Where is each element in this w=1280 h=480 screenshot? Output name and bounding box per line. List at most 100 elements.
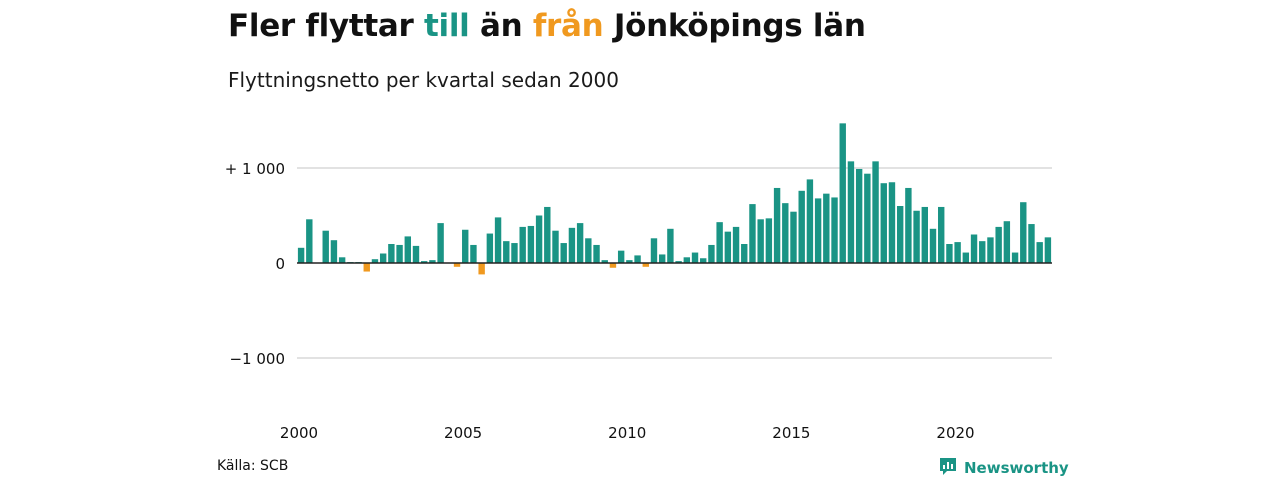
chart-subtitle: Flyttningsnetto per kvartal sedan 2000 bbox=[228, 68, 619, 92]
bar bbox=[576, 223, 584, 263]
y-tick-label: + 1 000 bbox=[225, 160, 285, 178]
bar bbox=[421, 261, 428, 263]
bar bbox=[724, 231, 732, 263]
title-highlight-fran: från bbox=[532, 8, 604, 44]
bar bbox=[404, 236, 411, 263]
x-tick-label: 2005 bbox=[444, 424, 482, 442]
bar bbox=[1020, 202, 1027, 263]
bar bbox=[634, 255, 641, 263]
bar bbox=[946, 244, 953, 263]
brand-logo[interactable]: Newsworthy bbox=[938, 456, 1069, 480]
bar bbox=[987, 237, 994, 263]
bar bbox=[839, 123, 846, 263]
bar bbox=[823, 193, 830, 263]
bar bbox=[921, 206, 928, 263]
bar bbox=[700, 258, 707, 263]
bar bbox=[905, 187, 912, 263]
bar bbox=[864, 173, 871, 263]
bar bbox=[429, 260, 436, 263]
x-tick-label: 2020 bbox=[936, 424, 974, 442]
bar bbox=[560, 243, 567, 263]
bar bbox=[970, 234, 978, 263]
bar bbox=[379, 253, 387, 263]
bar bbox=[593, 244, 600, 263]
source-note: Källa: SCB bbox=[217, 458, 289, 474]
bar bbox=[330, 240, 338, 263]
bar bbox=[667, 228, 674, 263]
bar bbox=[1028, 224, 1035, 263]
brand-name: Newsworthy bbox=[964, 459, 1069, 477]
bar bbox=[494, 217, 502, 263]
bar bbox=[872, 161, 879, 263]
x-tick-label: 2000 bbox=[280, 424, 318, 442]
bar bbox=[954, 242, 961, 263]
bar bbox=[453, 263, 461, 267]
bar bbox=[503, 241, 510, 263]
bar bbox=[757, 219, 764, 263]
bar bbox=[609, 263, 617, 268]
bar bbox=[396, 244, 403, 263]
y-tick-label: −1 000 bbox=[229, 350, 285, 368]
bar bbox=[617, 250, 625, 263]
bar bbox=[470, 244, 477, 263]
title-text-part2: än bbox=[469, 8, 533, 44]
bar bbox=[790, 211, 797, 263]
bar bbox=[437, 223, 444, 263]
bar bbox=[527, 225, 535, 263]
bar bbox=[691, 252, 699, 263]
bar bbox=[478, 263, 485, 275]
y-tick-label: 0 bbox=[275, 255, 285, 273]
bar bbox=[552, 230, 559, 263]
bar bbox=[847, 161, 855, 263]
bar bbox=[741, 244, 748, 263]
title-text-part3: Jönköpings län bbox=[603, 8, 866, 44]
bar bbox=[798, 190, 805, 263]
bar bbox=[995, 226, 1002, 263]
bar bbox=[716, 222, 723, 263]
bar bbox=[585, 238, 592, 263]
bar bbox=[626, 260, 633, 263]
bar bbox=[568, 227, 576, 263]
newsworthy-logo-icon bbox=[938, 456, 958, 480]
bar bbox=[708, 244, 715, 263]
title-highlight-till: till bbox=[423, 8, 470, 44]
bar bbox=[979, 241, 986, 263]
bar bbox=[338, 257, 346, 263]
bar bbox=[486, 233, 494, 263]
bar bbox=[1036, 242, 1043, 263]
bar bbox=[371, 259, 379, 263]
bar bbox=[782, 203, 789, 263]
bar bbox=[855, 168, 863, 263]
bar bbox=[297, 247, 305, 263]
chart-title: Fler flyttar till än från Jönköpings län bbox=[228, 8, 866, 44]
bar bbox=[749, 204, 756, 263]
bar bbox=[650, 238, 658, 263]
bar bbox=[831, 197, 838, 263]
x-tick-label: 2010 bbox=[608, 424, 646, 442]
bar bbox=[601, 260, 608, 263]
bar bbox=[388, 244, 395, 263]
bar bbox=[519, 226, 526, 263]
bar bbox=[880, 183, 887, 263]
bar bbox=[306, 219, 313, 263]
bar bbox=[322, 230, 329, 263]
bar bbox=[511, 243, 518, 263]
bar bbox=[412, 245, 420, 263]
bar bbox=[1044, 237, 1052, 263]
bar bbox=[658, 254, 666, 263]
bar bbox=[675, 261, 682, 263]
bar bbox=[814, 198, 822, 263]
bar bbox=[888, 182, 896, 263]
bar bbox=[938, 206, 945, 263]
bar bbox=[929, 228, 937, 263]
title-text-part1: Fler flyttar bbox=[228, 8, 424, 44]
bar bbox=[1003, 221, 1011, 263]
bar bbox=[642, 263, 649, 267]
bar bbox=[462, 229, 469, 263]
bar bbox=[962, 252, 970, 263]
bar bbox=[806, 179, 814, 263]
bar bbox=[1011, 252, 1019, 263]
bar bbox=[544, 206, 551, 263]
x-tick-label: 2015 bbox=[772, 424, 810, 442]
